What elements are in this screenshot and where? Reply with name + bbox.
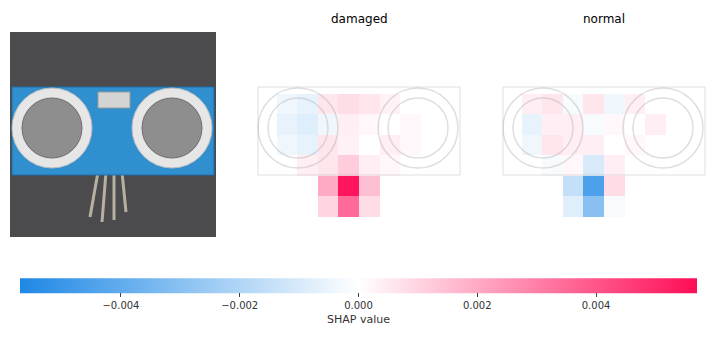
svg-text:damaged: damaged	[331, 12, 388, 26]
svg-text:normal: normal	[583, 12, 625, 26]
svg-text:0.004: 0.004	[582, 300, 611, 311]
svg-text:0.002: 0.002	[463, 300, 492, 311]
svg-text:−0.002: −0.002	[221, 300, 258, 311]
svg-text:0.000: 0.000	[344, 300, 373, 311]
svg-text:SHAP value: SHAP value	[327, 313, 390, 326]
svg-text:−0.004: −0.004	[102, 300, 139, 311]
